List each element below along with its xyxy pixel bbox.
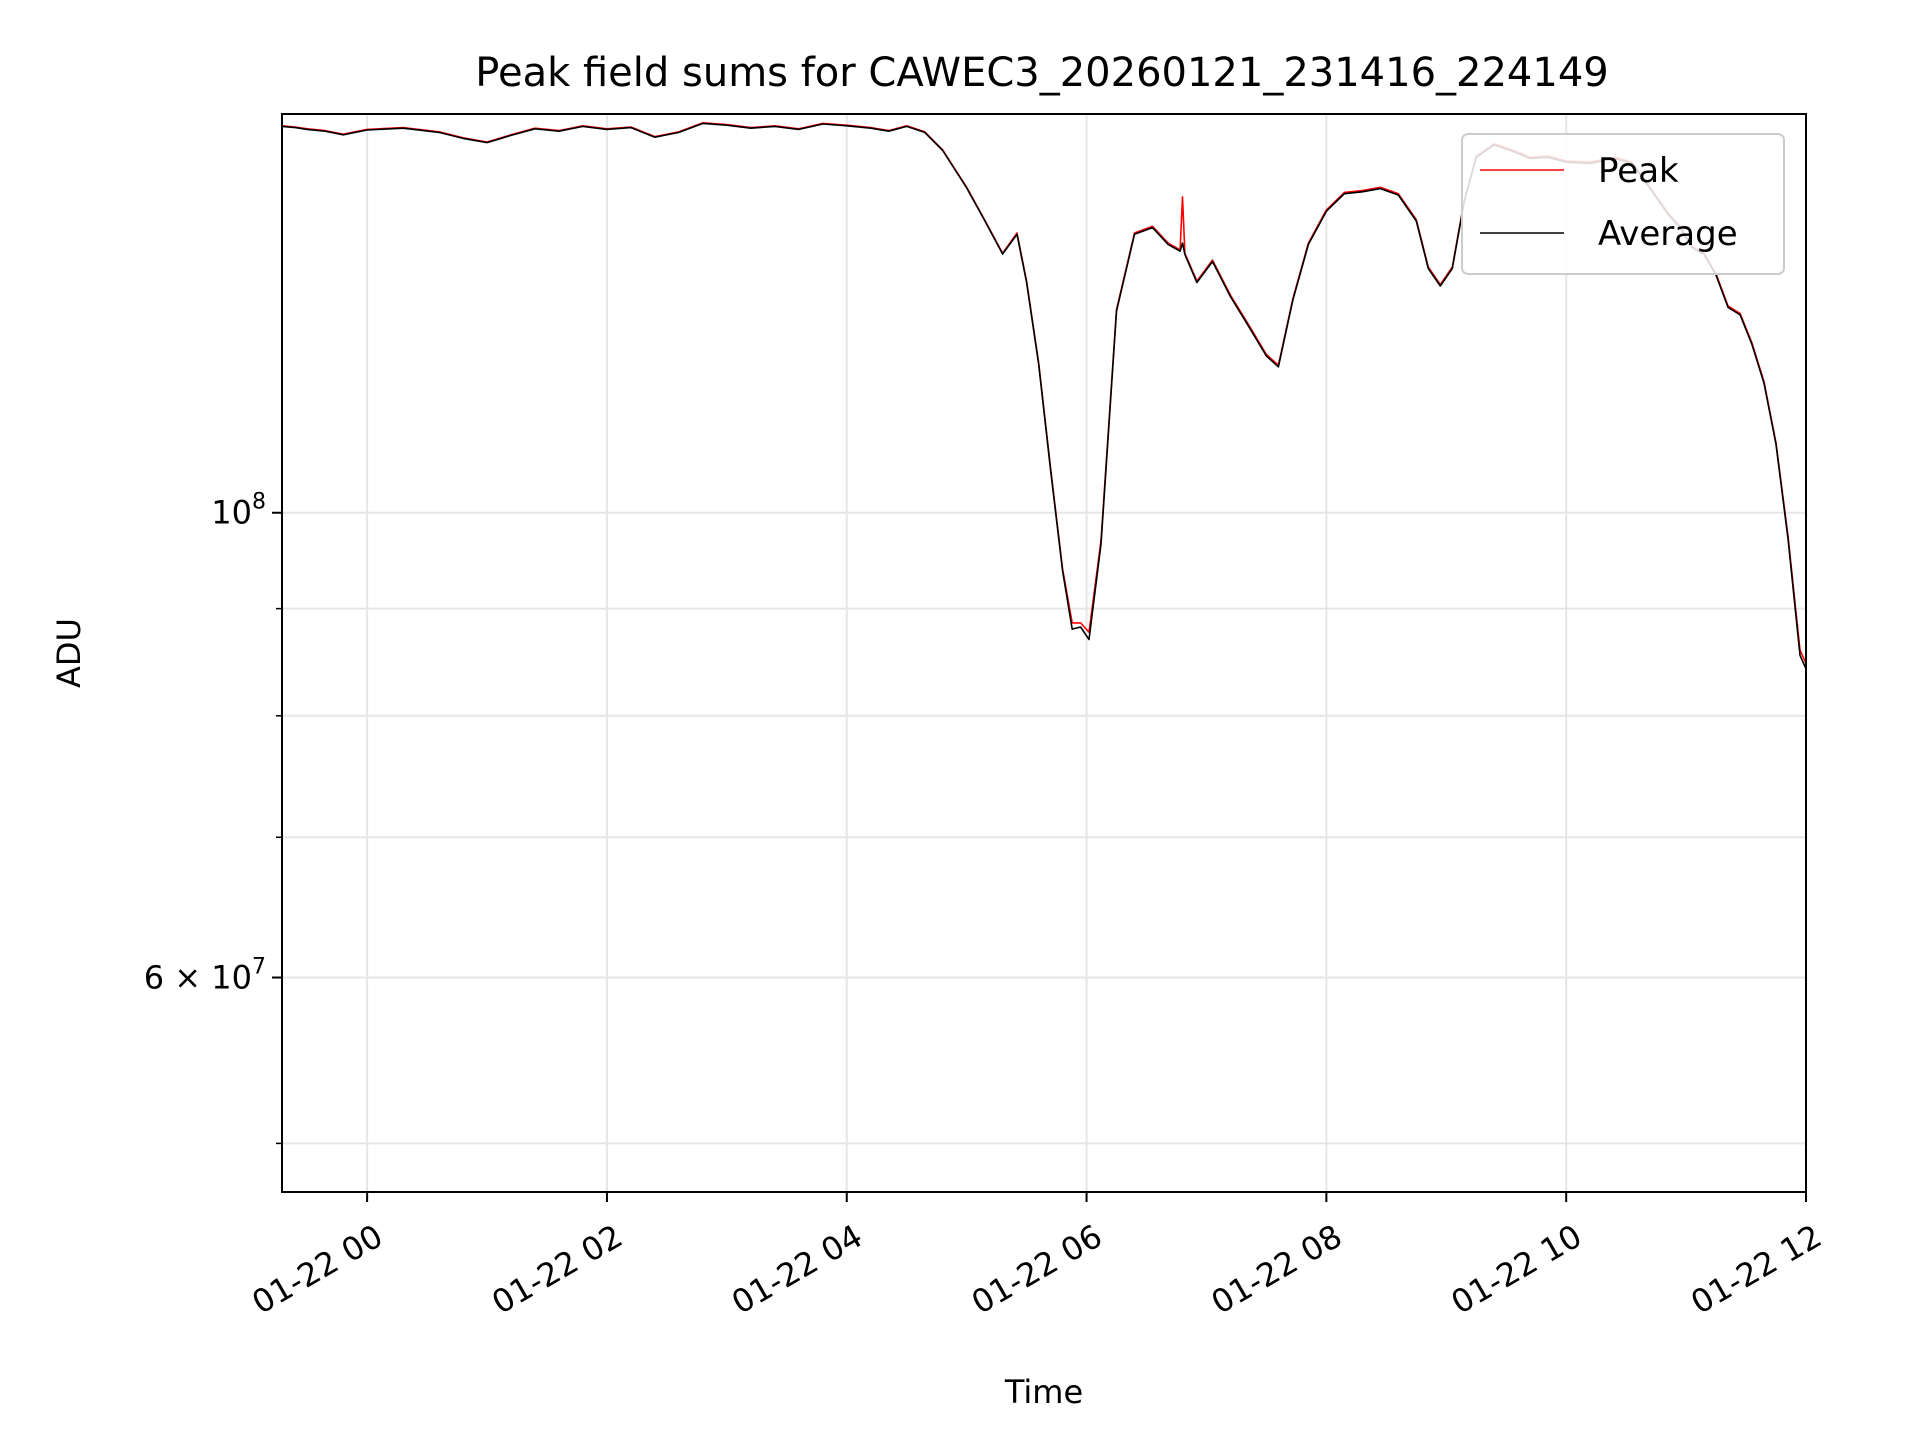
- chart-title: Peak field sums for CAWEC3_20260121_2314…: [475, 50, 1608, 96]
- x-axis-label: Time: [1004, 1373, 1083, 1411]
- series-lines: [282, 122, 1806, 671]
- grid-lines: [282, 114, 1806, 1192]
- legend: Peak Average: [1461, 133, 1785, 275]
- legend-frame: [1461, 133, 1785, 275]
- y-tick-label: 108: [211, 490, 266, 532]
- y-axis-label: ADU: [50, 618, 88, 688]
- series-line-average: [282, 122, 1806, 671]
- legend-label-peak: Peak: [1598, 151, 1679, 191]
- plot-frame: [281, 113, 1807, 1193]
- legend-label-average: Average: [1598, 214, 1738, 254]
- y-tick-label: 6 × 107: [144, 955, 266, 997]
